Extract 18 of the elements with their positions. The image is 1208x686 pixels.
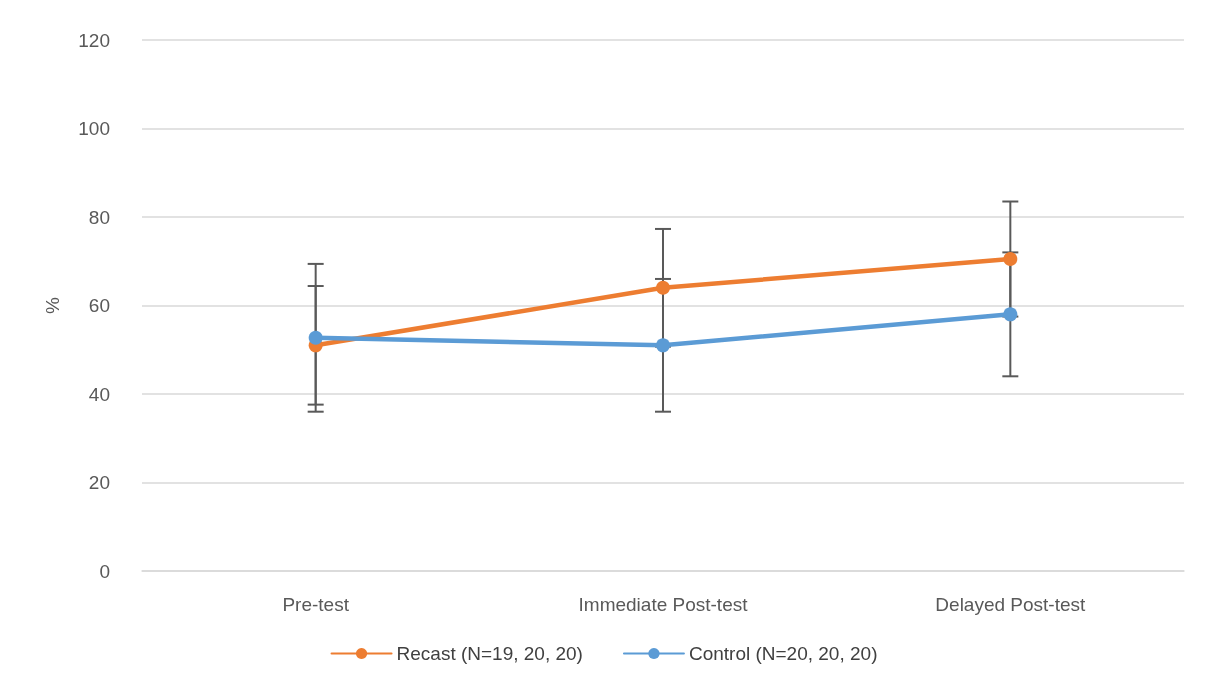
- y-tick-label: 20: [88, 472, 110, 493]
- y-tick-label: 60: [88, 295, 110, 316]
- y-tick-label: 40: [88, 383, 110, 405]
- x-tick-label: Delayed Post-test: [935, 594, 1087, 615]
- x-tick-label: Pre-test: [282, 594, 350, 615]
- y-tick-label: 100: [78, 118, 110, 139]
- point: [308, 330, 323, 345]
- point: [656, 280, 670, 295]
- y-tick-label: 120: [78, 29, 110, 51]
- x-tick-label: Immediate Post-test: [578, 594, 749, 615]
- y-tick-label: 0: [99, 560, 110, 582]
- point: [1003, 252, 1018, 267]
- y-axis-title: %: [42, 296, 63, 314]
- legend-label: Control (N=20, 20, 20): [688, 643, 878, 664]
- point: [656, 338, 670, 353]
- legend-label: Recast (N=19, 20, 20): [396, 643, 583, 664]
- point: [1003, 307, 1018, 322]
- y-tick-label: 80: [88, 206, 110, 228]
